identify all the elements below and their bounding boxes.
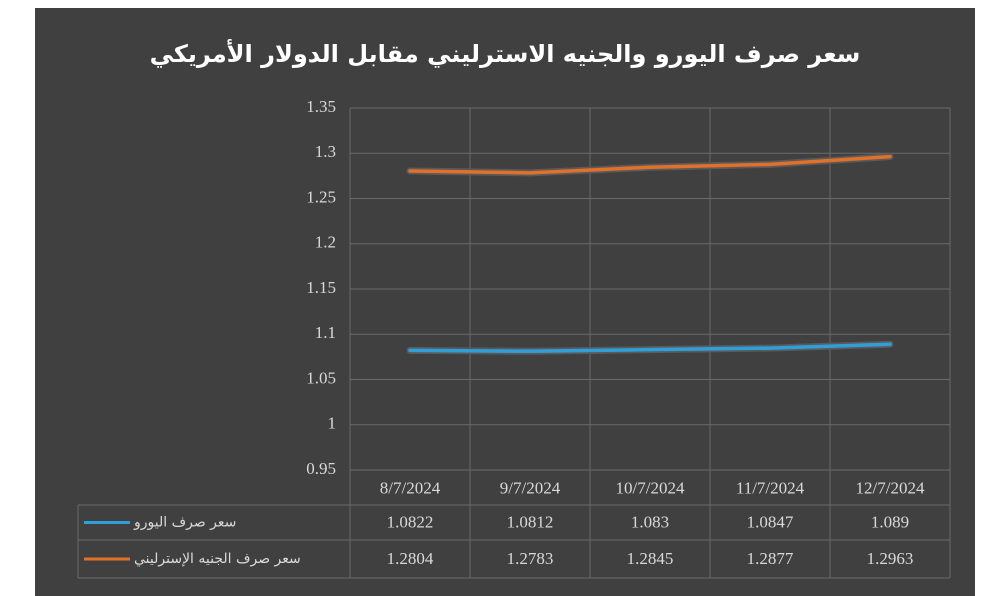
table-value: 1.2845 xyxy=(627,549,674,568)
chart-background xyxy=(35,8,975,596)
table-value: 1.0847 xyxy=(747,512,794,531)
table-value: 1.083 xyxy=(631,512,669,531)
series-line xyxy=(408,154,892,175)
y-tick-label: 1.35 xyxy=(306,97,336,116)
y-tick-label: 1.05 xyxy=(306,368,336,387)
legend-label: سعر صرف الجنيه الإسترليني xyxy=(134,551,301,567)
y-tick-label: 1 xyxy=(328,414,337,433)
y-tick-label: 0.95 xyxy=(306,459,336,478)
x-tick-label: 10/7/2024 xyxy=(616,478,685,497)
x-tick-label: 8/7/2024 xyxy=(380,478,441,497)
table-value: 1.0812 xyxy=(507,512,554,531)
x-tick-label: 9/7/2024 xyxy=(500,478,561,497)
x-tick-label: 12/7/2024 xyxy=(856,478,925,497)
table-value: 1.2877 xyxy=(747,549,794,568)
table-value: 1.089 xyxy=(871,512,909,531)
series-line xyxy=(408,342,892,354)
y-tick-label: 1.1 xyxy=(315,323,336,342)
table-value: 1.2963 xyxy=(867,549,914,568)
table-value: 1.0822 xyxy=(387,512,434,531)
x-tick-label: 11/7/2024 xyxy=(736,478,805,497)
y-tick-label: 1.15 xyxy=(306,278,336,297)
y-tick-label: 1.3 xyxy=(315,142,336,161)
table-value: 1.2783 xyxy=(507,549,554,568)
chart-title: سعر صرف اليورو والجنيه الاسترليني مقابل … xyxy=(150,39,861,68)
legend-label: سعر صرف اليورو xyxy=(133,515,236,531)
table-value: 1.2804 xyxy=(387,549,434,568)
y-tick-label: 1.25 xyxy=(306,187,336,206)
y-tick-label: 1.2 xyxy=(315,233,336,252)
